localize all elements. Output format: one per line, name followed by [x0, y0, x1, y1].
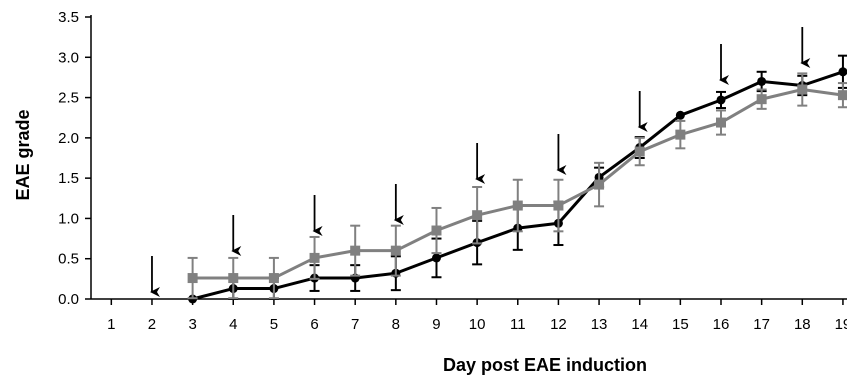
data-point-square	[187, 273, 198, 284]
y-tick-label: 1.5	[58, 170, 79, 187]
x-tick-label: 19	[835, 316, 847, 333]
data-point-circle	[431, 253, 441, 263]
y-tick-label: 1.0	[58, 210, 79, 227]
axes: 0.00.51.01.52.02.53.03.51 2 3 4 5 6 7 8 9 10 11 12 1…	[58, 9, 847, 333]
x-tick-label: 4	[229, 316, 237, 333]
x-tick-label: 5	[270, 316, 278, 333]
x-axis-title: Day post EAE induction	[443, 355, 647, 375]
data-point-square	[350, 245, 361, 256]
data-point-square	[756, 94, 767, 105]
x-tick-label: 14	[631, 316, 648, 333]
y-tick-label: 0.0	[58, 291, 79, 308]
x-tick-label: 16	[713, 316, 730, 333]
data-point-square	[634, 146, 645, 157]
data-point-circle	[675, 110, 685, 120]
data-point-square	[512, 200, 523, 211]
x-tick-label: 9	[432, 316, 440, 333]
x-tick-label: 2	[148, 316, 156, 333]
x-tick-label: 13	[591, 316, 608, 333]
series-2	[187, 72, 847, 300]
x-tick-label: 10	[469, 316, 486, 333]
data-point-square	[675, 129, 686, 140]
y-tick-label: 3.0	[58, 49, 79, 66]
data-point-circle	[716, 95, 726, 105]
x-tick-label: 7	[351, 316, 359, 333]
data-point-square	[431, 225, 442, 236]
x-tick-label: 11	[510, 316, 526, 333]
x-tick-label: 1	[107, 316, 115, 333]
y-tick-label: 0.5	[58, 251, 79, 268]
x-tick-label: 18	[794, 316, 811, 333]
data-point-circle	[757, 76, 767, 86]
x-tick-label: 8	[392, 316, 400, 333]
data-point-square	[553, 200, 564, 211]
dose-arrows	[149, 27, 811, 297]
x-tick-label: 12	[550, 316, 567, 333]
data-point-circle	[838, 67, 847, 77]
y-tick-label: 2.0	[58, 130, 79, 147]
data-point-square	[309, 252, 320, 263]
y-axis-title: EAE grade	[13, 109, 33, 200]
data-point-square	[837, 90, 847, 101]
data-point-square	[716, 117, 726, 128]
y-tick-label: 3.5	[58, 9, 79, 26]
x-tick-label: 6	[310, 316, 318, 333]
x-tick-label: 15	[672, 316, 689, 333]
data-point-square	[472, 210, 483, 221]
data-point-square	[268, 273, 279, 284]
x-tick-label: 3	[188, 316, 196, 333]
data-point-square	[390, 245, 401, 256]
data-point-square	[594, 179, 605, 190]
data-point-square	[797, 84, 808, 95]
series-group	[187, 54, 847, 304]
y-tick-label: 2.5	[58, 90, 79, 107]
data-point-square	[228, 273, 239, 284]
x-tick-label: 17	[753, 316, 770, 333]
